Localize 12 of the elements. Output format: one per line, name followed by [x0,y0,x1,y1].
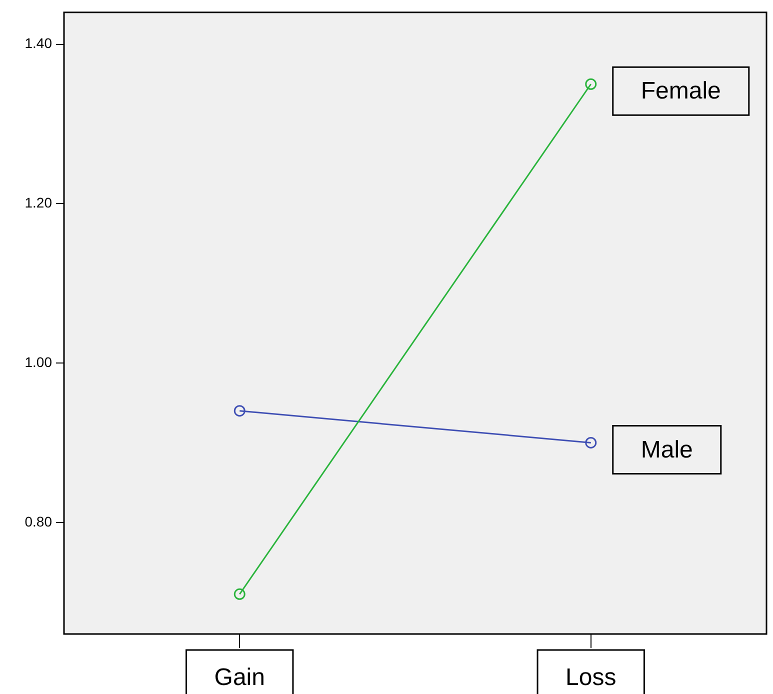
point [234,405,246,417]
y-tick-label: 1.20 [24,194,52,211]
x-tick-label: Loss [566,664,616,692]
point [234,588,246,600]
series-label: Male [640,436,693,464]
series-label: Female [640,78,721,105]
x-tick-label: Gain [214,664,265,692]
point [585,436,597,448]
y-tick-label: 1.40 [24,35,52,52]
point [585,78,597,90]
y-tick-label: 0.80 [24,513,52,530]
y-tick-label: 1.00 [24,354,52,370]
